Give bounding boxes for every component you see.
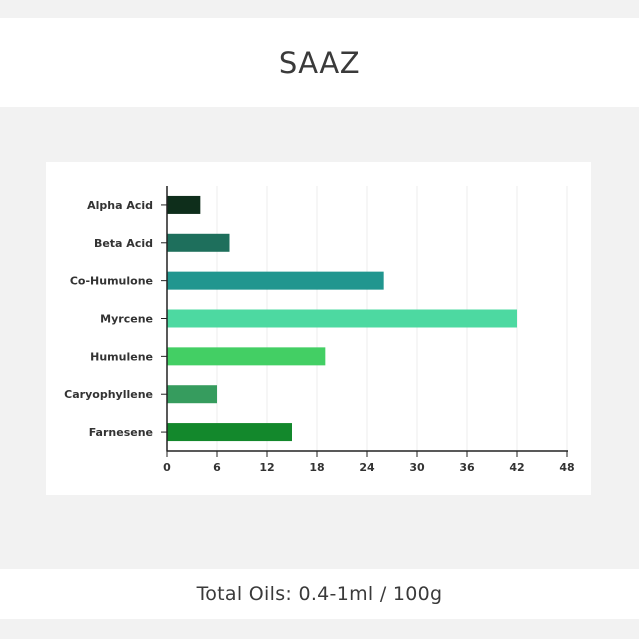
bar-humulene bbox=[167, 347, 326, 366]
x-tick-label: 30 bbox=[409, 461, 425, 474]
x-tick-label: 6 bbox=[213, 461, 221, 474]
bar-caryophyllene bbox=[167, 385, 217, 404]
category-label: Myrcene bbox=[100, 313, 153, 326]
bar-chart: Alpha Acid Beta Acid Co-Humulone Myrcene Hum… bbox=[64, 186, 575, 474]
page-title: SAAZ bbox=[278, 45, 361, 80]
category-label: Humulene bbox=[90, 350, 153, 363]
x-tick-label: 12 bbox=[259, 461, 274, 474]
category-label: Farnesene bbox=[89, 426, 153, 439]
footer-bar: Total Oils: 0.4-1ml / 100g bbox=[0, 569, 639, 619]
bar-farnesene bbox=[167, 423, 292, 442]
bar-alpha-acid bbox=[167, 195, 201, 214]
x-tick-label: 42 bbox=[509, 461, 524, 474]
x-tick-label: 48 bbox=[559, 461, 574, 474]
category-label: Alpha Acid bbox=[87, 199, 153, 212]
category-label: Beta Acid bbox=[94, 237, 153, 250]
bar-beta-acid bbox=[167, 233, 230, 252]
bar-myrcene bbox=[167, 309, 517, 328]
chart-card: Alpha Acid Beta Acid Co-Humulone Myrcene Hum… bbox=[46, 162, 591, 495]
x-tick-label: 18 bbox=[309, 461, 324, 474]
category-label: Co-Humulone bbox=[70, 275, 153, 288]
x-tick-label: 24 bbox=[359, 461, 375, 474]
x-tick-label: 36 bbox=[459, 461, 475, 474]
total-oils-text: Total Oils: 0.4-1ml / 100g bbox=[196, 583, 443, 605]
category-label: Caryophyllene bbox=[64, 388, 153, 401]
bar-co-humulone bbox=[167, 271, 384, 290]
x-tick-label: 0 bbox=[163, 461, 171, 474]
header-bar: SAAZ bbox=[0, 18, 639, 107]
